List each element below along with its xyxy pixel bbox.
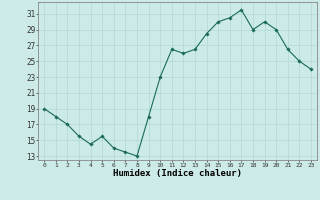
X-axis label: Humidex (Indice chaleur): Humidex (Indice chaleur) (113, 169, 242, 178)
